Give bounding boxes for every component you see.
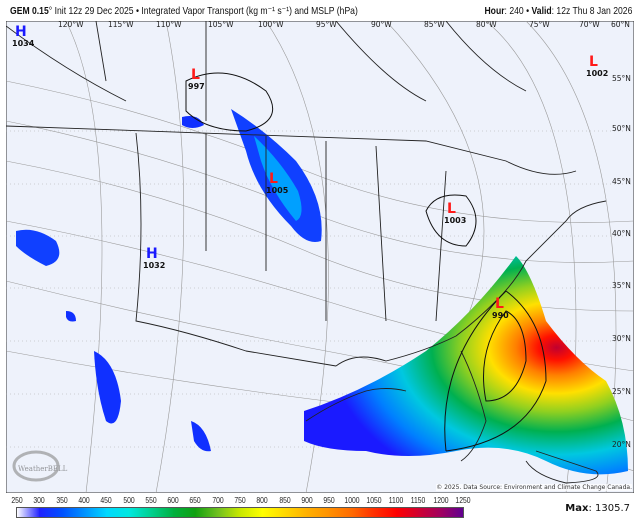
colorbar-segment <box>440 508 464 517</box>
colorbar-tick-label: 1200 <box>433 496 449 505</box>
colorbar-segment <box>351 508 375 517</box>
pressure-center-l-letter: L <box>447 201 456 217</box>
longitude-label: 80°W <box>476 21 497 29</box>
longitude-label: 105°W <box>208 21 234 29</box>
longitude-label: 60°N <box>611 21 630 29</box>
colorbar-labels: 250 300 350 400 450 500 550 600 650 700 750 800 850 9… <box>0 496 640 508</box>
colorbar-tick-label: 250 <box>11 496 23 505</box>
colorbar-segment <box>17 508 40 517</box>
longitude-label: 95°W <box>316 21 337 29</box>
pressure-center-value: 1034 <box>12 39 35 48</box>
valid-value: : 12z Thu 8 Jan 2026 <box>551 5 632 17</box>
pressure-center-value: 1032 <box>143 261 165 270</box>
pressure-center-l-letter: L <box>589 54 598 70</box>
longitude-label: 85°W <box>424 21 445 29</box>
pressure-center-h-letter: H <box>15 24 27 40</box>
colorbar-tick-label: 900 <box>301 496 313 505</box>
longitude-label: 115°W <box>108 21 134 29</box>
colorbar-tick-label: 1150 <box>411 496 426 505</box>
weather-map: 55°N 50°N 45°N 40°N 35°N 30°N 25°N 20°N 120°W 11… <box>6 21 634 493</box>
latitude-label: 40°N <box>612 229 631 238</box>
colorbar-tick-label: 350 <box>55 496 68 505</box>
colorbar-tick-label: 550 <box>145 496 157 505</box>
colorbar-tick-label: 300 <box>33 496 45 505</box>
valid-time: Hour: 240 • Valid: 12z Thu 8 Jan 2026 <box>484 5 632 17</box>
latitude-label: 20°N <box>612 440 631 449</box>
colorbar-segment <box>39 508 63 517</box>
colorbar-tick-label: 950 <box>323 496 335 505</box>
max-value: Max: 1305.7 <box>565 503 630 514</box>
colorbar-segment <box>217 508 241 517</box>
latitude-label: 35°N <box>612 281 631 290</box>
ivt-shading <box>16 109 628 475</box>
colorbar-tick-label: 1250 <box>455 496 471 505</box>
borders <box>6 21 607 484</box>
title-description: ° Init 12z 29 Dec 2025 • Integrated Vapo… <box>48 5 358 17</box>
colorbar-segment <box>83 508 107 517</box>
colorbar-segment <box>128 508 152 517</box>
latitude-labels: 55°N 50°N 45°N 40°N 35°N 30°N 25°N 20°N <box>612 74 631 449</box>
longitude-label: 75°W <box>529 21 550 29</box>
title: GEM 0.15° Init 12z 29 Dec 2025 • Integra… <box>10 5 358 17</box>
colorbar-segment <box>396 508 419 517</box>
longitude-label: 120°W <box>58 21 84 29</box>
longitude-label: 70°W <box>579 21 600 29</box>
pressure-center-value: 997 <box>188 82 205 91</box>
colorbar-tick-label: 850 <box>278 496 291 505</box>
latitude-label: 50°N <box>612 124 631 133</box>
logo-text: WeatherBELL <box>18 465 68 473</box>
latitude-label: 30°N <box>612 334 631 343</box>
longitude-label: 90°W <box>371 21 392 29</box>
latitude-label: 55°N <box>612 74 631 83</box>
pressure-center-value: 1005 <box>266 186 289 195</box>
colorbar-tick-label: 1100 <box>388 496 404 505</box>
colorbar-tick-label: 600 <box>167 496 179 505</box>
colorbar-segment <box>262 508 286 517</box>
data-credit: © 2025. Data Source: Environment and Cli… <box>436 484 632 491</box>
pressure-center-l-letter: L <box>495 296 504 312</box>
pressure-center-value: 990 <box>492 311 509 320</box>
colorbar-tick-label: 700 <box>212 496 224 505</box>
model-name: GEM 0.15 <box>10 5 49 17</box>
isobars <box>185 72 547 452</box>
colorbar-segment <box>173 508 196 517</box>
colorbar-segment <box>106 508 129 517</box>
colorbar-segment <box>418 508 442 517</box>
colorbar-segment <box>329 508 352 517</box>
valid-label: Valid <box>531 5 552 17</box>
longitude-label: 110°W <box>156 21 182 29</box>
longitude-labels: 120°W 115°W 110°W 105°W 100°W 95°W 90°W 85°W 80°… <box>58 21 630 29</box>
colorbar-segment <box>306 508 330 517</box>
colorbar-tick-label: 400 <box>78 496 90 505</box>
colorbar-segment <box>373 508 397 517</box>
colorbar-tick-label: 800 <box>256 496 268 505</box>
latitude-label: 25°N <box>612 387 631 396</box>
pressure-center-l-letter: L <box>191 67 200 83</box>
colorbar-segment <box>240 508 263 517</box>
weatherbell-logo: WeatherBELL <box>12 450 68 482</box>
colorbar-tick-label: 1000 <box>343 496 360 505</box>
colorbar-tick-label: 750 <box>234 496 246 505</box>
pressure-center-l-letter: L <box>269 171 278 187</box>
colorbar-tick-label: 450 <box>100 496 112 505</box>
longitude-label: 100°W <box>258 21 284 29</box>
pressure-center-value: 1002 <box>586 69 608 78</box>
colorbar-tick-label: 500 <box>122 496 135 505</box>
map-header: GEM 0.15° Init 12z 29 Dec 2025 • Integra… <box>0 0 640 21</box>
colorbar <box>16 507 464 518</box>
latitude-label: 45°N <box>612 177 631 186</box>
hour-label: Hour <box>484 5 505 17</box>
max-number: : 1305.7 <box>588 503 630 514</box>
hour-value: : 240 • <box>504 5 532 17</box>
pressure-center-h-letter: H <box>146 246 158 262</box>
colorbar-segment <box>284 508 308 517</box>
colorbar-tick-label: 1050 <box>366 496 382 505</box>
colorbar-segment <box>61 508 85 517</box>
pressure-center-value: 1003 <box>444 216 466 225</box>
colorbar-tick-label: 650 <box>189 496 202 505</box>
colorbar-segment <box>195 508 219 517</box>
colorbar-segment <box>150 508 174 517</box>
max-label: Max <box>565 503 589 514</box>
